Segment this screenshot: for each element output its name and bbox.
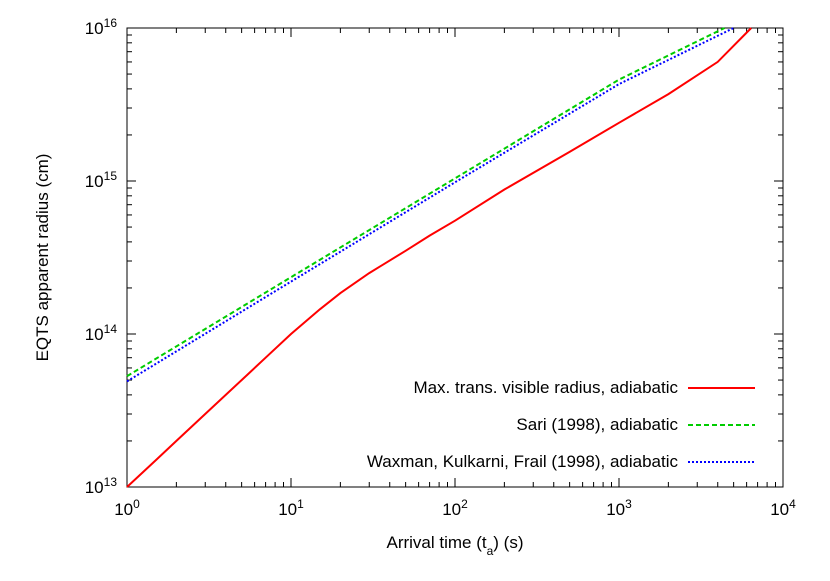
series-line-2 xyxy=(126,27,735,383)
y-axis-title: EQTS apparent radius (cm) xyxy=(33,154,52,362)
x-tick-label: 101 xyxy=(278,497,304,519)
legend-label-0: Max. trans. visible radius, adiabatic xyxy=(413,378,678,397)
legend: Max. trans. visible radius, adiabatic Sa… xyxy=(367,378,755,471)
series-line-1 xyxy=(126,27,725,378)
x-tick-label: 102 xyxy=(442,497,468,519)
x-axis-title: Arrival time (ta) (s) xyxy=(386,533,523,558)
legend-label-2: Waxman, Kulkarni, Frail (1998), adiabati… xyxy=(367,452,679,471)
y-tick-label: 1016 xyxy=(85,16,118,38)
x-tick-label: 100 xyxy=(114,497,140,519)
series-line-0 xyxy=(126,27,752,488)
y-tick-label: 1015 xyxy=(85,169,118,191)
tick-labels: 100 101 102 103 104 1013 1014 1015 1016 xyxy=(85,16,796,519)
legend-label-1: Sari (1998), adiabatic xyxy=(516,415,678,434)
axis-ticks xyxy=(126,27,784,488)
y-tick-label: 1013 xyxy=(85,475,118,497)
x-tick-label: 104 xyxy=(770,497,796,519)
series-layer xyxy=(126,27,752,488)
x-tick-label: 103 xyxy=(606,497,632,519)
y-tick-label: 1014 xyxy=(85,322,118,344)
plot-frame xyxy=(126,27,784,488)
